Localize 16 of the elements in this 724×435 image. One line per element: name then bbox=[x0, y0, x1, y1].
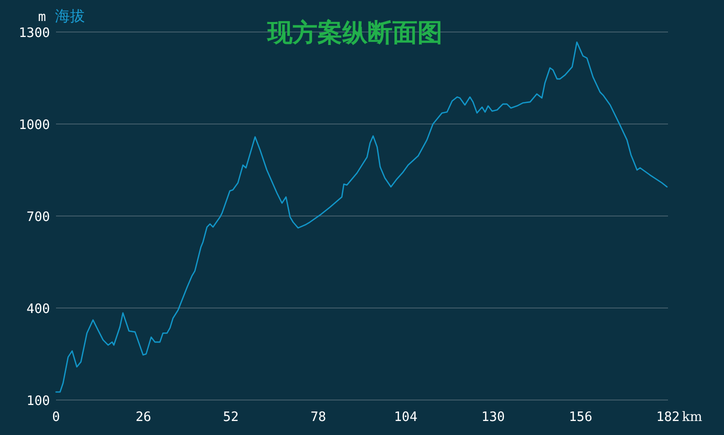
x-tick-label: 182 bbox=[656, 410, 680, 425]
y-tick-label: 100 bbox=[26, 394, 50, 409]
x-tick-label: 52 bbox=[223, 410, 239, 425]
x-tick-label: 78 bbox=[310, 410, 326, 425]
x-tick-label: 0 bbox=[52, 410, 60, 425]
x-axis-title: km bbox=[682, 410, 702, 425]
x-tick-label: 26 bbox=[136, 410, 152, 425]
y-tick-label: 1300 bbox=[18, 26, 50, 41]
y-axis-title: m 海拔 bbox=[38, 8, 85, 25]
chart-title: 现方案纵断面图 bbox=[266, 18, 442, 47]
x-tick-label: 104 bbox=[394, 410, 418, 425]
y-tick-label: 700 bbox=[26, 210, 50, 225]
x-tick-label: 156 bbox=[568, 410, 592, 425]
y-tick-label: 1000 bbox=[18, 118, 50, 133]
x-tick-label: 130 bbox=[481, 410, 505, 425]
y-tick-label: 400 bbox=[26, 302, 50, 317]
